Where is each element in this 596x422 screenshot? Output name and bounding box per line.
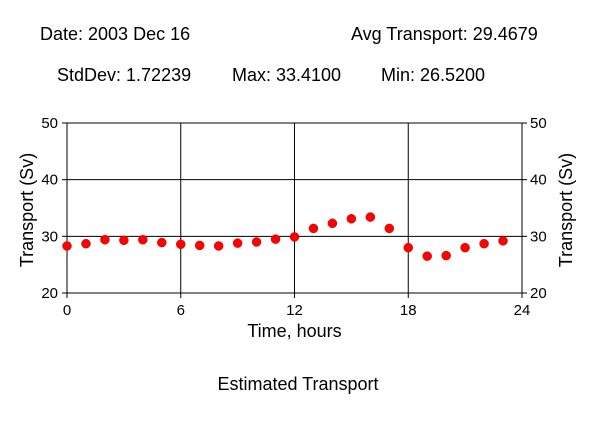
max-label: Max: 33.4100 xyxy=(232,65,342,85)
x-tick-label: 24 xyxy=(514,302,531,319)
data-point xyxy=(498,236,508,246)
data-point xyxy=(460,242,470,253)
data-point xyxy=(327,218,338,229)
data-point xyxy=(119,235,129,246)
data-point xyxy=(100,234,110,245)
data-point xyxy=(157,237,167,248)
data-point xyxy=(422,251,432,261)
data-point xyxy=(213,241,224,251)
date-label: Date: 2003 Dec 16 xyxy=(40,24,191,44)
data-point xyxy=(138,234,148,245)
data-point xyxy=(232,238,243,248)
min-label: Min: 26.5200 xyxy=(381,65,486,85)
y-tick-label-left: 30 xyxy=(41,228,58,245)
x-axis-label: Time, hours xyxy=(247,321,341,341)
data-point xyxy=(346,214,357,224)
y-axis-label-left: Transport (Sv) xyxy=(17,153,37,267)
x-tick-label: 12 xyxy=(286,302,303,319)
x-tick-label: 0 xyxy=(63,302,71,319)
x-tick-label: 18 xyxy=(400,302,417,319)
x-tick-label: 6 xyxy=(177,302,185,319)
data-point xyxy=(403,242,413,253)
stddev-label: StdDev: 1.72239 xyxy=(57,65,192,85)
data-point xyxy=(365,212,376,222)
data-point xyxy=(308,223,319,234)
data-point xyxy=(270,234,281,244)
y-tick-label-right: 20 xyxy=(530,285,547,302)
y-axis-label-right: Transport (Sv) xyxy=(556,153,576,267)
data-point xyxy=(62,241,72,251)
data-point xyxy=(176,239,186,250)
data-point xyxy=(479,238,489,249)
chart-caption: Estimated Transport xyxy=(217,374,379,394)
data-point xyxy=(441,250,451,261)
y-tick-label-left: 40 xyxy=(41,172,58,189)
data-point xyxy=(384,223,395,234)
y-tick-label-right: 30 xyxy=(530,228,547,245)
data-point xyxy=(251,237,262,247)
data-point xyxy=(81,238,91,249)
y-tick-label-left: 20 xyxy=(41,285,58,302)
data-point xyxy=(289,232,300,242)
y-tick-label-left: 50 xyxy=(41,115,58,132)
avg-transport-label: Avg Transport: 29.4679 xyxy=(351,24,538,44)
data-point xyxy=(194,240,205,251)
y-tick-label-right: 40 xyxy=(530,172,547,189)
y-tick-label-right: 50 xyxy=(530,115,547,132)
